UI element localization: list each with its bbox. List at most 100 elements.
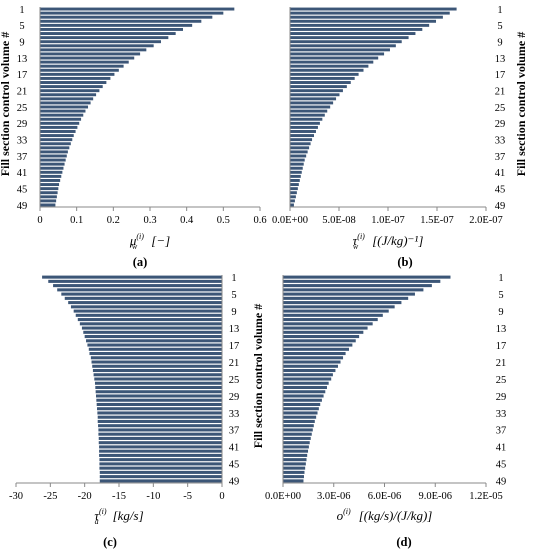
x-tick-label: 0.3 <box>143 215 156 226</box>
bar <box>283 347 349 351</box>
x-tick-label: -10 <box>146 491 160 502</box>
bar <box>40 36 169 40</box>
bar <box>290 109 328 113</box>
bar <box>64 296 222 300</box>
bar <box>283 377 332 381</box>
bar <box>57 288 223 292</box>
bar <box>290 101 334 105</box>
bar <box>290 93 340 97</box>
x-tick-label: 0.5 <box>217 215 230 226</box>
bar <box>290 138 313 142</box>
bar <box>290 179 300 182</box>
bar <box>283 318 378 322</box>
bar <box>283 428 313 432</box>
bar <box>290 89 343 93</box>
bar <box>290 56 379 60</box>
bar <box>290 162 304 166</box>
bar <box>97 419 222 423</box>
bar <box>290 191 297 195</box>
y-tick-label: 17 <box>229 341 240 352</box>
panel-d: 0.0E+00 3.0E-06 6.0E-06 9.0E-06 1.2E-05 1 5 9 13… <box>251 273 506 549</box>
bar <box>40 117 82 121</box>
y-tick-label: 45 <box>17 184 28 195</box>
bar <box>290 85 347 89</box>
x-tick-label: 0 <box>37 215 42 226</box>
bar <box>290 158 305 162</box>
y-tick-label: 1 <box>497 5 502 16</box>
bar <box>40 174 62 178</box>
bar <box>40 60 129 64</box>
y-tick-label: 37 <box>495 152 506 163</box>
panel-label: (c) <box>103 535 117 549</box>
bar <box>283 402 321 406</box>
bar <box>97 407 222 411</box>
bar <box>290 142 311 146</box>
bar <box>290 183 299 187</box>
bar <box>81 326 222 330</box>
bar <box>40 138 73 142</box>
bar <box>290 7 457 11</box>
bar <box>283 335 360 339</box>
bar <box>40 81 107 84</box>
y-tick-label: 17 <box>17 70 28 81</box>
x-tick-label: 0.0E+00 <box>272 215 308 226</box>
bar <box>40 146 70 150</box>
bar <box>283 305 395 309</box>
bar <box>283 373 333 377</box>
bar <box>283 368 336 373</box>
bar <box>283 436 311 440</box>
bar <box>290 15 443 19</box>
bar <box>290 199 295 203</box>
y-tick-label: 33 <box>496 409 507 420</box>
y-tick-label: 41 <box>495 168 506 179</box>
bar <box>98 436 222 440</box>
bar <box>75 313 223 317</box>
y-tick-label: 49 <box>496 477 507 488</box>
x-tick-label: 9.0E-06 <box>418 491 452 502</box>
bar <box>93 373 222 377</box>
bar <box>283 284 432 288</box>
bar <box>290 150 308 154</box>
bar <box>283 301 402 305</box>
y-tick-label: 33 <box>495 135 506 146</box>
bar <box>99 445 222 449</box>
bar <box>40 162 65 166</box>
bar <box>283 309 389 313</box>
bar <box>99 449 222 453</box>
bar <box>40 32 176 35</box>
bar <box>61 292 222 296</box>
y-tick-label: 21 <box>17 86 28 97</box>
bar <box>92 368 222 373</box>
bar <box>290 187 298 191</box>
bar <box>40 199 57 203</box>
bar <box>290 121 320 125</box>
y-tick-label: 29 <box>495 119 506 130</box>
bar <box>40 105 89 109</box>
bar <box>283 381 329 385</box>
bar <box>290 44 396 48</box>
bar <box>283 364 338 368</box>
bar <box>99 466 222 470</box>
y-tick-label: 41 <box>496 443 507 454</box>
bar <box>40 109 86 113</box>
y-tick-label: 1 <box>231 273 236 284</box>
bar <box>98 424 222 428</box>
x-tick-label: 0.0E+00 <box>265 491 301 502</box>
bar <box>290 19 437 23</box>
bar <box>290 174 301 178</box>
bar <box>40 89 100 93</box>
bar <box>98 428 222 432</box>
bar <box>40 183 60 187</box>
bar <box>87 343 222 347</box>
bar <box>99 475 222 479</box>
x-axis-title: τ(i) w [(J/kg)⁻¹] <box>353 232 424 251</box>
bar <box>40 142 71 146</box>
bar <box>84 335 222 339</box>
bar <box>290 36 409 40</box>
bar <box>40 166 64 170</box>
bar <box>283 322 373 326</box>
bar <box>283 288 424 292</box>
bar <box>290 97 337 101</box>
bar <box>40 48 147 52</box>
